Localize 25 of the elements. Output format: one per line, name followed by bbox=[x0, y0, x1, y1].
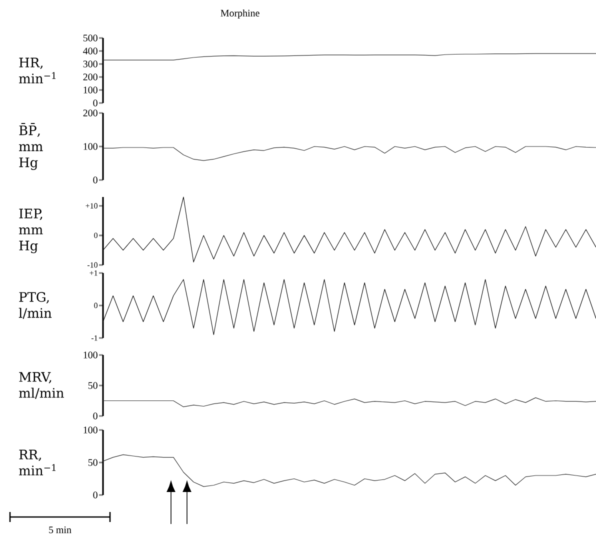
y-tick-label: 100 bbox=[84, 426, 98, 434]
y-tick-label: 0 bbox=[93, 492, 98, 498]
y-tick-label: 0 bbox=[93, 176, 98, 184]
y-axis-title: IEP, mm Hg bbox=[18, 208, 43, 254]
y-tick-label: 200 bbox=[83, 110, 98, 116]
y-tick-label: 200 bbox=[83, 74, 98, 80]
line-series bbox=[102, 279, 596, 336]
line-series bbox=[102, 196, 596, 262]
y-tick-label: 50 bbox=[88, 459, 98, 466]
y-tick-label: 500 bbox=[83, 34, 98, 42]
y-tick-label: 400 bbox=[83, 48, 98, 54]
text: 5 min bbox=[49, 526, 72, 534]
y-tick-label: 0 bbox=[93, 100, 98, 106]
y-axis-title: MRV, ml/min bbox=[18, 372, 64, 399]
y-axis-title: RR, min$^{−1}$ bbox=[18, 450, 56, 476]
y-tick-label: 100 bbox=[84, 352, 98, 358]
y-tick-label: 100 bbox=[84, 86, 98, 94]
y-axis-title: HR, min$^{−1}$ bbox=[18, 58, 56, 84]
y-tick-label: 50 bbox=[88, 382, 98, 389]
y-tick-label: 0 bbox=[93, 412, 98, 420]
y-tick-label: 300 bbox=[83, 60, 98, 68]
y-tick-label: 100 bbox=[84, 143, 98, 150]
y-axis-title: B̄P̄, mm Hg bbox=[18, 123, 43, 170]
y-axis-title: PTG, l/min bbox=[18, 292, 52, 319]
chart-title: Morphine bbox=[220, 9, 260, 19]
